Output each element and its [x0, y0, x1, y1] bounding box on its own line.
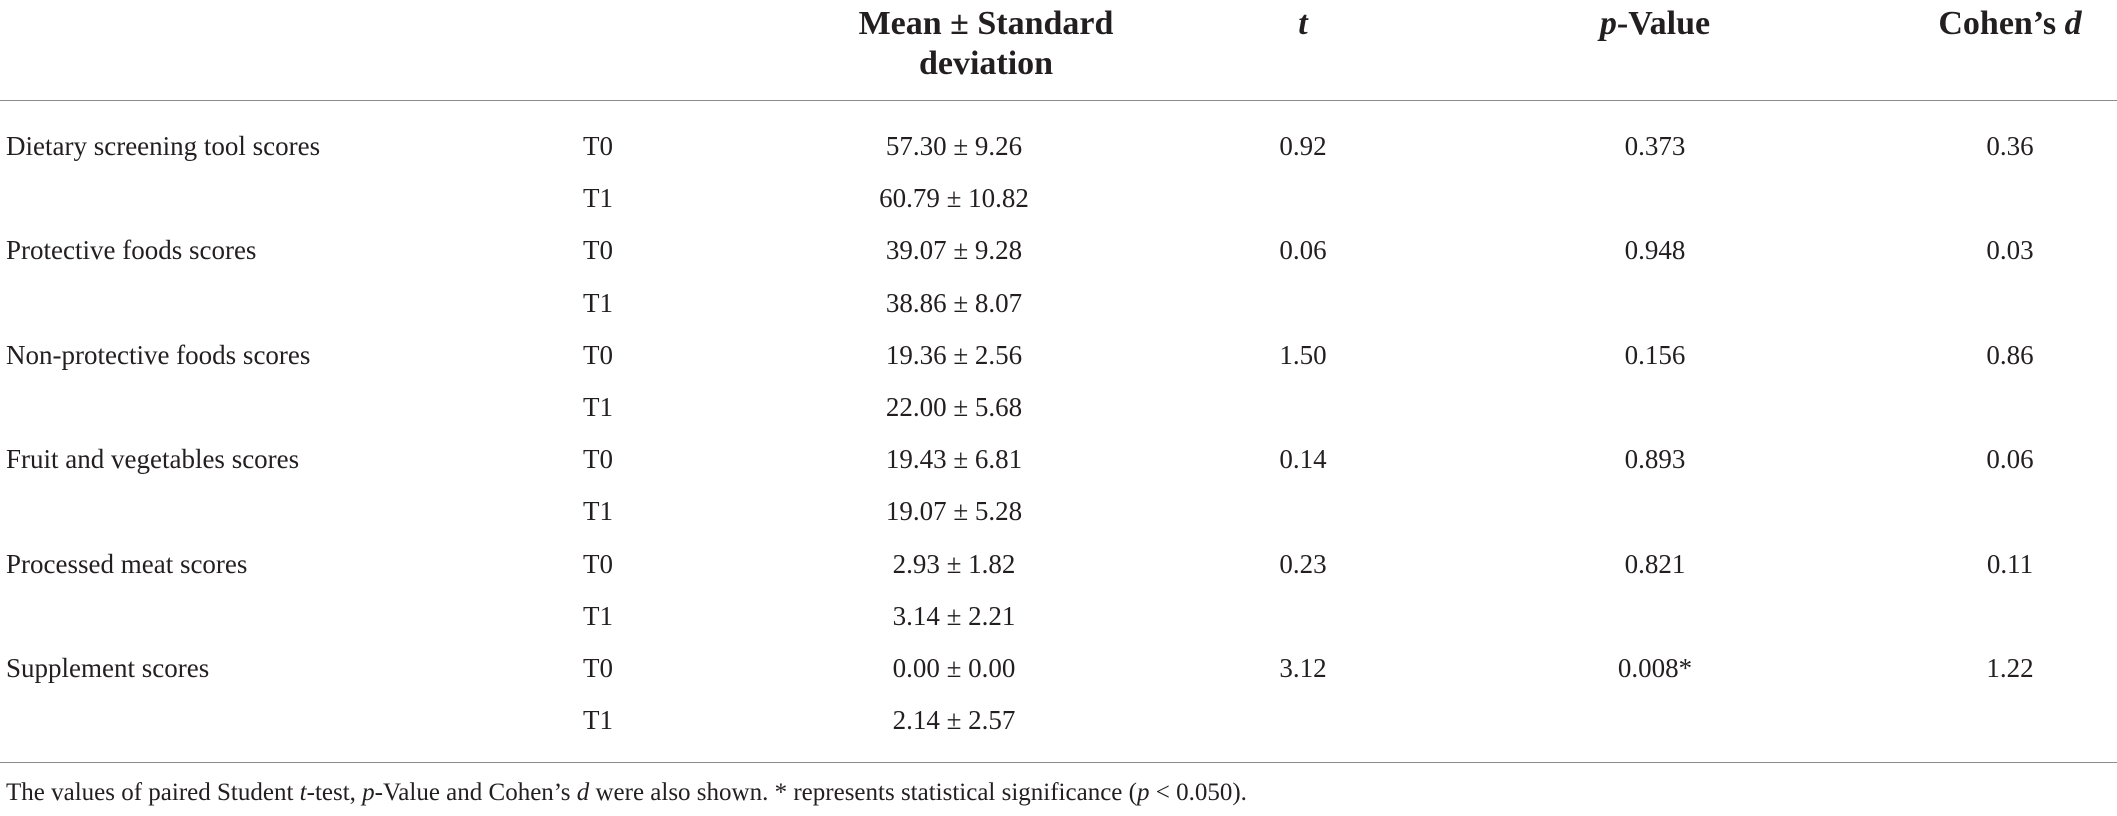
row-timepoint: T1	[583, 496, 613, 527]
footnote-part1: The values of paired Student	[6, 779, 300, 806]
row-p-value: 0.893	[1624, 444, 1686, 475]
table-row: T1 2.14 ± 2.57	[0, 700, 2117, 752]
table-row: T1 22.00 ± 5.68	[0, 387, 2117, 439]
row-mean-sd: 19.36 ± 2.56	[885, 339, 1023, 370]
row-mean-sd: 19.43 ± 6.81	[885, 444, 1023, 475]
footnote-p2-italic: p	[1136, 779, 1150, 806]
row-timepoint: T1	[583, 600, 613, 631]
row-cohens-d: 0.06	[1986, 444, 2034, 475]
header-t-text: t	[1298, 5, 1308, 42]
row-p-value: 0.008*	[1617, 653, 1693, 683]
row-t-value: 1.50	[1279, 339, 1327, 370]
row-p-value: 0.948	[1624, 235, 1686, 266]
row-p-value: 0.373	[1624, 131, 1686, 161]
footnote-p-italic: p	[362, 779, 375, 806]
row-timepoint: T1	[583, 705, 613, 736]
row-label: Processed meat scores	[6, 548, 248, 579]
row-t-value: 0.92	[1279, 131, 1327, 161]
table-row: Supplement scores T0 0.00 ± 0.00 3.12 0.008*…	[0, 648, 2117, 700]
table-row: Dietary screening tool scores T0 57.30 ± 9…	[0, 126, 2117, 178]
row-t-value: 0.06	[1279, 235, 1327, 266]
row-mean-sd: 2.93 ± 1.82	[892, 548, 1016, 579]
row-label: Supplement scores	[6, 653, 210, 683]
row-p-value: 0.156	[1624, 339, 1686, 370]
footnote-part4: were also shown. * represents statistica…	[589, 779, 1137, 806]
row-timepoint: T1	[583, 183, 613, 214]
table-row: Protective foods scores T0 39.07 ± 9.28 0.0…	[0, 230, 2117, 282]
row-cohens-d: 0.03	[1986, 235, 2034, 266]
row-t-value: 0.23	[1279, 548, 1327, 579]
row-mean-sd: 2.14 ± 2.57	[892, 705, 1016, 736]
row-mean-sd: 60.79 ± 10.82	[879, 183, 1029, 214]
row-mean-sd: 38.86 ± 8.07	[885, 287, 1023, 318]
row-label: Dietary screening tool scores	[6, 131, 321, 161]
row-label: Non-protective foods scores	[6, 339, 311, 370]
footnote-part5: < 0.050).	[1149, 779, 1247, 806]
row-mean-sd: 57.30 ± 9.26	[885, 131, 1023, 161]
row-timepoint: T1	[583, 287, 613, 318]
table-row: Processed meat scores T0 2.93 ± 1.82 0.23 0.…	[0, 544, 2117, 596]
header-p-rest: -Value	[1616, 5, 1711, 42]
footnote-t-italic: t	[299, 779, 307, 806]
row-cohens-d: 0.36	[1986, 131, 2034, 161]
row-timepoint: T1	[583, 392, 613, 422]
header-p-value: p-Value	[1600, 4, 1710, 44]
table-row: T1 60.79 ± 10.82	[0, 178, 2117, 230]
row-t-value: 0.14	[1279, 444, 1327, 475]
footnote-d-italic: d	[576, 779, 590, 806]
row-cohens-d: 1.22	[1986, 653, 2034, 683]
row-cohens-d: 0.86	[1986, 339, 2034, 370]
row-p-value: 0.821	[1624, 548, 1686, 579]
row-timepoint: T0	[583, 131, 613, 161]
table-row: Fruit and vegetables scores T0 19.43 ± 6.8…	[0, 439, 2117, 491]
row-mean-sd: 3.14 ± 2.21	[892, 600, 1016, 631]
row-timepoint: T0	[583, 235, 613, 266]
row-timepoint: T0	[583, 548, 613, 579]
table-row: T1 38.86 ± 8.07	[0, 283, 2117, 335]
row-timepoint: T0	[583, 444, 613, 475]
header-p-italic: p	[1599, 5, 1617, 42]
table-row: T1 19.07 ± 5.28	[0, 491, 2117, 543]
header-cohens-d: Cohen’s d	[1938, 4, 2081, 44]
row-timepoint: T0	[583, 653, 613, 683]
row-mean-sd: 22.00 ± 5.68	[885, 392, 1023, 422]
row-timepoint: T0	[583, 339, 613, 370]
row-t-value: 3.12	[1279, 653, 1327, 683]
header-t: t	[1298, 4, 1307, 44]
row-mean-sd: 19.07 ± 5.28	[885, 496, 1023, 527]
table-row: Non-protective foods scores T0 19.36 ± 2.5…	[0, 335, 2117, 387]
table-row: T1 3.14 ± 2.21	[0, 596, 2117, 648]
footnote-part3: -Value and Cohen’s	[374, 779, 577, 806]
table-bottom-rule	[0, 762, 2117, 763]
row-mean-sd: 39.07 ± 9.28	[885, 235, 1023, 266]
footnote-part2: -test,	[306, 779, 363, 806]
row-label: Protective foods scores	[6, 235, 257, 266]
header-d-prefix: Cohen’s	[1938, 5, 2065, 42]
row-cohens-d: 0.11	[1986, 548, 2034, 579]
row-label: Fruit and vegetables scores	[6, 444, 300, 475]
row-mean-sd: 0.00 ± 0.00	[892, 653, 1016, 683]
header-mean-sd: Mean ± Standard deviation	[858, 5, 1114, 82]
table-footnote: The values of paired Student t-test, p-V…	[6, 776, 1247, 810]
header-d-italic: d	[2064, 5, 2082, 42]
table-header: Mean ± Standard deviation t p-Value Cohe…	[0, 0, 2117, 101]
